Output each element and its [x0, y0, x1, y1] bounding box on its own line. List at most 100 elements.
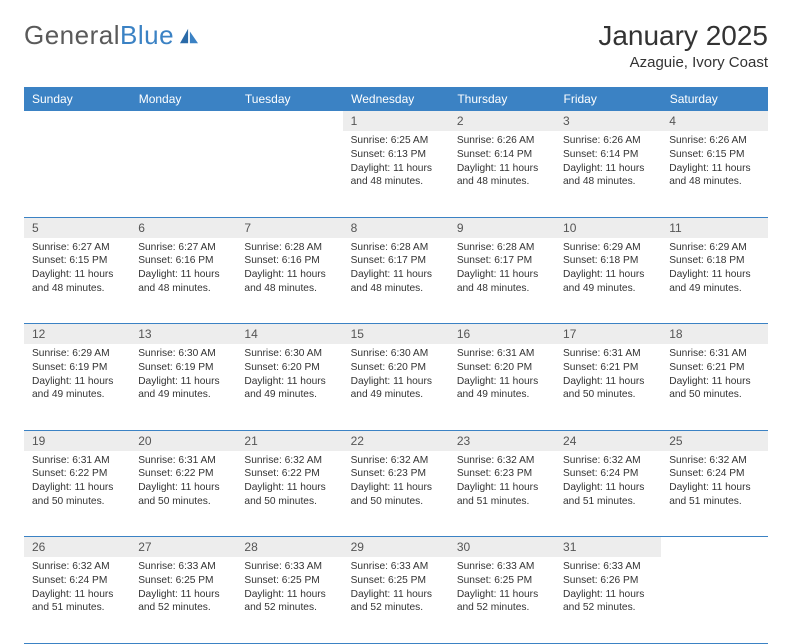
daylight-line: Daylight: 11 hours and 51 minutes. — [669, 481, 759, 509]
daylight-line: Daylight: 11 hours and 49 minutes. — [351, 375, 441, 403]
sunset-line: Sunset: 6:15 PM — [32, 254, 122, 268]
day-cell — [661, 557, 767, 643]
day-number-cell: 8 — [343, 217, 449, 238]
day-number-cell: 17 — [555, 324, 661, 345]
daylight-line: Daylight: 11 hours and 50 minutes. — [351, 481, 441, 509]
day-number: 19 — [24, 431, 130, 451]
sunrise-line: Sunrise: 6:28 AM — [457, 241, 547, 255]
day-number: 24 — [555, 431, 661, 451]
day-cell: Sunrise: 6:26 AMSunset: 6:15 PMDaylight:… — [661, 131, 767, 217]
day-number: 20 — [130, 431, 236, 451]
sunrise-line: Sunrise: 6:31 AM — [457, 347, 547, 361]
day-number: 14 — [236, 324, 342, 344]
day-cell: Sunrise: 6:26 AMSunset: 6:14 PMDaylight:… — [449, 131, 555, 217]
sunset-line: Sunset: 6:22 PM — [32, 467, 122, 481]
day-number-cell: 11 — [661, 217, 767, 238]
daynum-row: 12131415161718 — [24, 324, 768, 345]
day-details: Sunrise: 6:25 AMSunset: 6:13 PMDaylight:… — [343, 131, 449, 195]
sunrise-line: Sunrise: 6:32 AM — [563, 454, 653, 468]
day-number-cell: 22 — [343, 430, 449, 451]
sunrise-line: Sunrise: 6:25 AM — [351, 134, 441, 148]
sunrise-line: Sunrise: 6:27 AM — [32, 241, 122, 255]
day-details: Sunrise: 6:29 AMSunset: 6:18 PMDaylight:… — [661, 238, 767, 302]
day-number: 27 — [130, 537, 236, 557]
sunrise-line: Sunrise: 6:29 AM — [563, 241, 653, 255]
day-details: Sunrise: 6:26 AMSunset: 6:14 PMDaylight:… — [449, 131, 555, 195]
sunset-line: Sunset: 6:21 PM — [669, 361, 759, 375]
day-number-cell: 21 — [236, 430, 342, 451]
week-row: Sunrise: 6:31 AMSunset: 6:22 PMDaylight:… — [24, 451, 768, 537]
day-cell: Sunrise: 6:31 AMSunset: 6:21 PMDaylight:… — [555, 344, 661, 430]
calendar-head: SundayMondayTuesdayWednesdayThursdayFrid… — [24, 87, 768, 111]
day-header: Tuesday — [236, 87, 342, 111]
brand-logo: GeneralBlue — [24, 20, 200, 51]
daylight-line: Daylight: 11 hours and 50 minutes. — [32, 481, 122, 509]
sunset-line: Sunset: 6:22 PM — [244, 467, 334, 481]
day-number: 10 — [555, 218, 661, 238]
daynum-row: 567891011 — [24, 217, 768, 238]
day-number: 22 — [343, 431, 449, 451]
day-details: Sunrise: 6:28 AMSunset: 6:17 PMDaylight:… — [449, 238, 555, 302]
sunset-line: Sunset: 6:25 PM — [138, 574, 228, 588]
daylight-line: Daylight: 11 hours and 48 minutes. — [351, 162, 441, 190]
calendar-table: SundayMondayTuesdayWednesdayThursdayFrid… — [24, 87, 768, 644]
day-details: Sunrise: 6:32 AMSunset: 6:24 PMDaylight:… — [661, 451, 767, 515]
sunset-line: Sunset: 6:14 PM — [563, 148, 653, 162]
sunset-line: Sunset: 6:18 PM — [669, 254, 759, 268]
sunset-line: Sunset: 6:22 PM — [138, 467, 228, 481]
day-cell: Sunrise: 6:32 AMSunset: 6:24 PMDaylight:… — [555, 451, 661, 537]
day-number-cell: 15 — [343, 324, 449, 345]
day-number — [24, 111, 130, 117]
day-cell: Sunrise: 6:32 AMSunset: 6:24 PMDaylight:… — [24, 557, 130, 643]
day-header: Thursday — [449, 87, 555, 111]
day-number-cell: 5 — [24, 217, 130, 238]
day-details: Sunrise: 6:30 AMSunset: 6:20 PMDaylight:… — [236, 344, 342, 408]
day-number: 18 — [661, 324, 767, 344]
daylight-line: Daylight: 11 hours and 48 minutes. — [138, 268, 228, 296]
day-number: 28 — [236, 537, 342, 557]
day-number: 26 — [24, 537, 130, 557]
sunrise-line: Sunrise: 6:30 AM — [244, 347, 334, 361]
day-number-cell: 7 — [236, 217, 342, 238]
day-number-cell: 30 — [449, 537, 555, 558]
day-details: Sunrise: 6:32 AMSunset: 6:24 PMDaylight:… — [555, 451, 661, 515]
day-details: Sunrise: 6:31 AMSunset: 6:20 PMDaylight:… — [449, 344, 555, 408]
day-details: Sunrise: 6:27 AMSunset: 6:16 PMDaylight:… — [130, 238, 236, 302]
brand-name-a: General — [24, 20, 120, 50]
day-number: 25 — [661, 431, 767, 451]
day-details: Sunrise: 6:32 AMSunset: 6:23 PMDaylight:… — [343, 451, 449, 515]
week-row: Sunrise: 6:29 AMSunset: 6:19 PMDaylight:… — [24, 344, 768, 430]
daylight-line: Daylight: 11 hours and 52 minutes. — [138, 588, 228, 616]
sunrise-line: Sunrise: 6:27 AM — [138, 241, 228, 255]
day-details: Sunrise: 6:32 AMSunset: 6:22 PMDaylight:… — [236, 451, 342, 515]
sunset-line: Sunset: 6:16 PM — [244, 254, 334, 268]
sunrise-line: Sunrise: 6:31 AM — [563, 347, 653, 361]
sunrise-line: Sunrise: 6:30 AM — [138, 347, 228, 361]
daylight-line: Daylight: 11 hours and 50 minutes. — [244, 481, 334, 509]
sunset-line: Sunset: 6:23 PM — [351, 467, 441, 481]
daynum-row: 19202122232425 — [24, 430, 768, 451]
sunset-line: Sunset: 6:14 PM — [457, 148, 547, 162]
day-cell: Sunrise: 6:29 AMSunset: 6:19 PMDaylight:… — [24, 344, 130, 430]
day-details: Sunrise: 6:29 AMSunset: 6:18 PMDaylight:… — [555, 238, 661, 302]
daylight-line: Daylight: 11 hours and 49 minutes. — [244, 375, 334, 403]
sunset-line: Sunset: 6:19 PM — [32, 361, 122, 375]
sunrise-line: Sunrise: 6:29 AM — [669, 241, 759, 255]
day-number: 4 — [661, 111, 767, 131]
month-title: January 2025 — [598, 20, 768, 52]
daynum-row: 1234 — [24, 111, 768, 131]
day-number-cell: 9 — [449, 217, 555, 238]
day-cell — [130, 131, 236, 217]
day-cell: Sunrise: 6:29 AMSunset: 6:18 PMDaylight:… — [661, 238, 767, 324]
sunset-line: Sunset: 6:24 PM — [669, 467, 759, 481]
day-details: Sunrise: 6:27 AMSunset: 6:15 PMDaylight:… — [24, 238, 130, 302]
day-details: Sunrise: 6:30 AMSunset: 6:20 PMDaylight:… — [343, 344, 449, 408]
brand-name: GeneralBlue — [24, 20, 174, 51]
day-number-cell — [24, 111, 130, 131]
day-number-cell: 16 — [449, 324, 555, 345]
day-cell: Sunrise: 6:31 AMSunset: 6:20 PMDaylight:… — [449, 344, 555, 430]
sunrise-line: Sunrise: 6:26 AM — [457, 134, 547, 148]
day-number-cell: 3 — [555, 111, 661, 131]
day-header: Monday — [130, 87, 236, 111]
daylight-line: Daylight: 11 hours and 48 minutes. — [351, 268, 441, 296]
